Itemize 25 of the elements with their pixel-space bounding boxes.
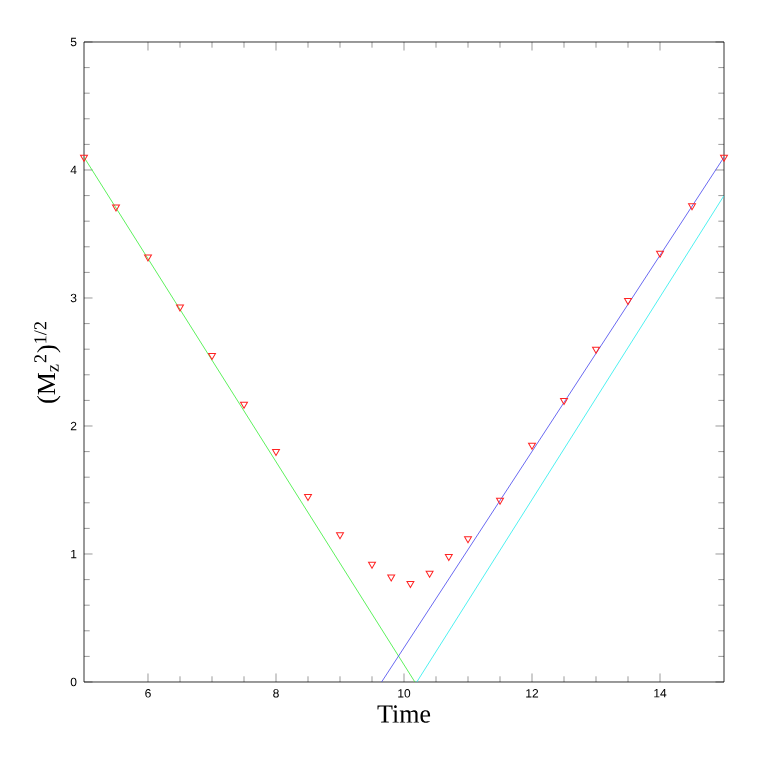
point [656,250,664,258]
point [592,346,600,354]
point [336,532,344,540]
point [464,536,472,544]
y-axis-title: (M$_{z}$$^{2}$)$^{1/2}$ [34,322,61,403]
point [272,449,280,457]
point [406,580,415,588]
point [624,298,632,306]
point [720,154,728,162]
point [387,574,396,582]
point [304,493,312,501]
point [144,254,152,262]
point [80,154,88,162]
x-axis-title: Time [377,705,431,723]
point [560,397,568,405]
point [208,353,216,361]
point [112,204,120,212]
point [688,203,696,211]
point [240,401,248,409]
point [176,304,184,312]
point [528,442,536,450]
point [496,497,504,505]
point [425,570,434,578]
point [368,561,376,569]
point [444,554,453,562]
